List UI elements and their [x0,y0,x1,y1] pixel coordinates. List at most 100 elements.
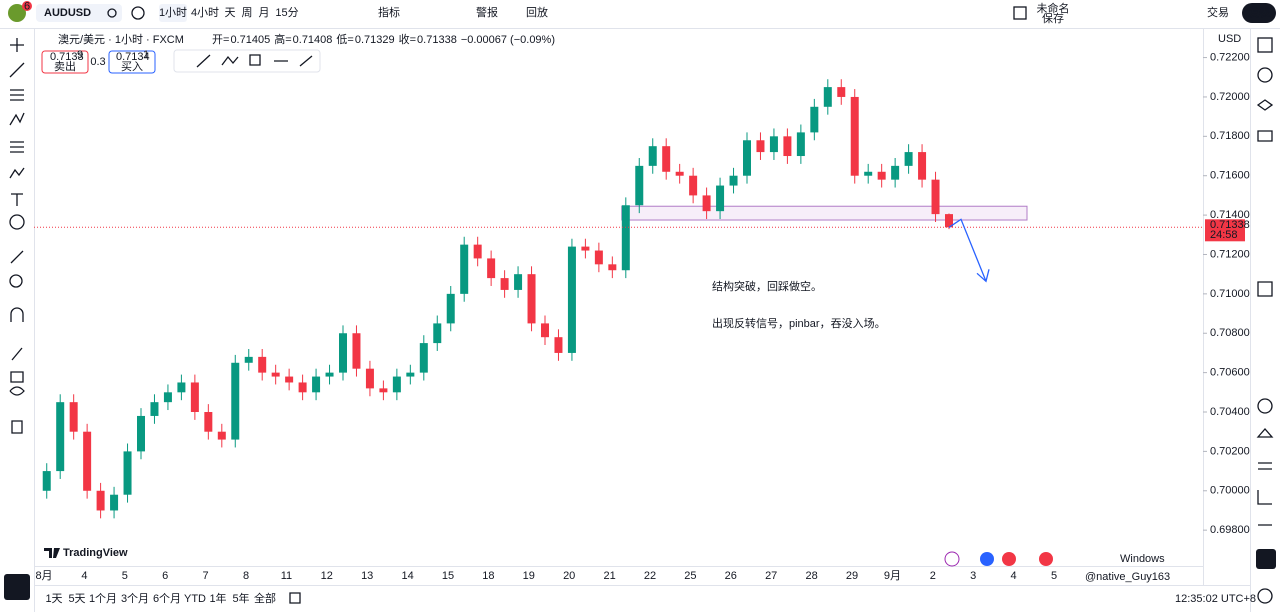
candle-body [931,179,940,215]
range-button[interactable]: 6个月 [153,592,181,605]
legend-value: 0.71329 [355,34,395,46]
sell-price: 0.7133 [50,51,84,63]
range-button[interactable]: 1年 [209,591,226,605]
arrow [948,218,990,283]
price-tag-label: 0.71338 [1210,219,1250,231]
interval[interactable]: 周 [242,6,253,19]
legend-key: 低= [336,33,353,46]
candle-body [56,402,65,472]
y-tick-label: 0.70200 [1210,445,1250,457]
candle-body [729,175,738,186]
interval[interactable]: 15分 [275,6,298,19]
candle-body [716,185,725,212]
left-toolbar [9,38,25,434]
candle-body [204,412,213,432]
replay[interactable]: 回放 [526,5,548,19]
candle-body [433,323,442,344]
avatar[interactable] [8,4,26,22]
clock: 12:35:02 UTC+8 [1175,593,1256,605]
x-tick-label: 29 [846,570,858,582]
x-tick-label: 15 [442,570,454,582]
publish[interactable]: 发表 [1247,5,1271,19]
buy-sup: 1 [143,49,149,61]
icon[interactable] [131,6,145,20]
active-interval[interactable] [159,4,187,22]
logo: TradingView [63,547,128,559]
candle-body [581,246,590,251]
x-tick-label: 20 [563,570,575,582]
candle-body [460,244,469,294]
candle-body [137,415,145,452]
legend-value: 0.71405 [230,34,270,46]
buy-button[interactable] [108,50,156,74]
icon[interactable] [1013,6,1027,20]
interval[interactable]: 4小时 [191,6,219,19]
range-button[interactable]: 5年 [232,591,249,605]
icon[interactable] [4,574,30,600]
x-tick-label: 14 [401,570,413,582]
candle-body [689,175,698,196]
y-tick-label: 0.70600 [1210,367,1250,379]
interval[interactable]: 月 [259,7,270,19]
candle-body [325,372,334,377]
publish-button[interactable] [1242,3,1276,23]
x-tick-label: 19 [523,570,535,582]
y-tick-label: 0.71200 [1210,248,1250,260]
candle-body [500,278,509,290]
x-tick-label: 18 [482,570,494,582]
range-button[interactable]: 3个月 [121,592,149,605]
candle-body [258,356,267,373]
candle-body [810,106,819,133]
event-icon [944,551,960,567]
range-button[interactable]: 5天 [68,593,85,605]
icon[interactable] [107,8,117,18]
y-tick-label: 0.70400 [1210,406,1250,418]
legend-key: 收= [399,32,416,46]
interval[interactable]: 1小时 [159,6,187,19]
candle-body [217,431,226,440]
legend-key: 开= [212,34,229,46]
sell-button[interactable] [41,50,89,74]
candle-body [392,376,401,393]
layout-name[interactable]: 未命名 [1037,1,1070,15]
candle-body [379,388,388,393]
range-button[interactable]: 1个月 [89,592,117,605]
x-tick-label: 26 [725,570,737,582]
candle-body [231,362,240,440]
symbol-search[interactable] [36,4,122,22]
save: 保存 [1042,11,1064,25]
buy-label[interactable]: 买入 [121,60,143,73]
badge [22,1,32,11]
icon[interactable] [196,54,313,68]
legend-value: 0.71338 [417,34,457,46]
trade[interactable]: 交易 [1207,5,1229,19]
watermark: Windows [1120,553,1165,565]
event-icon [1039,552,1053,566]
candle-body [541,323,549,338]
candle-body [83,431,92,491]
candle-body [769,136,778,153]
alerts[interactable]: 警报 [476,5,498,19]
candle-body [312,376,321,393]
sell-label[interactable]: 卖出 [54,59,76,73]
candle-body [662,146,671,172]
symbol[interactable]: AUDUSD [44,7,91,19]
candle-body [96,490,105,511]
candle-body [446,293,455,324]
candle-body [864,171,873,176]
candle-body [285,376,294,383]
candle-body [69,402,78,432]
sell-sup: 9 [77,49,83,61]
icon[interactable] [1256,549,1276,569]
indicators[interactable]: 指标 [378,5,400,19]
legend-key: 高= [274,32,291,46]
candle-body [635,165,644,206]
candle-body [877,171,886,180]
badge-count: 6 [24,0,30,12]
icon[interactable] [289,592,301,604]
range-button[interactable]: 全部 [254,591,276,605]
range-button[interactable]: YTD [184,593,206,605]
candle-body [594,250,603,265]
range-button[interactable]: 1天 [45,593,62,605]
interval[interactable]: 天 [225,7,236,19]
